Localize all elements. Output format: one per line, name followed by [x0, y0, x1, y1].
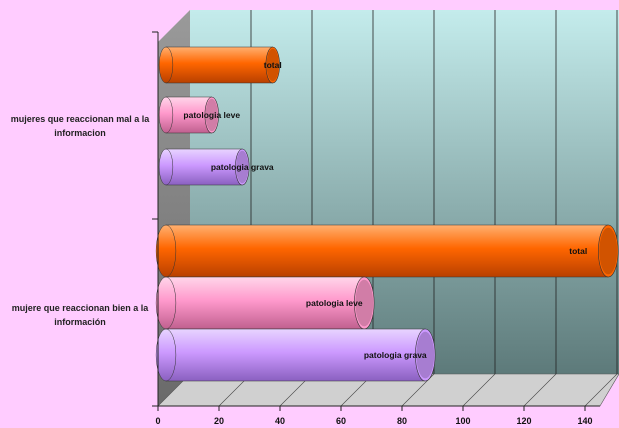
- bar-left-cap: [158, 96, 174, 134]
- bar-end-cap: [265, 46, 280, 84]
- category-label-mal: mujeres que reaccionan mal a la informac…: [10, 114, 150, 138]
- bar-data-label: patologia leve: [306, 298, 363, 308]
- bar-body: [165, 148, 243, 186]
- floor-grid-line: [462, 373, 496, 407]
- bar-data-label: total: [569, 246, 587, 256]
- bar-left-cap: [158, 46, 174, 84]
- bar-data-label: patologia grava: [364, 350, 427, 360]
- bar-left-cap: [155, 224, 177, 278]
- bar-end-cap: [235, 148, 250, 186]
- bar-data-label: patologia grava: [211, 162, 274, 172]
- x-tick-label: 20: [214, 416, 224, 426]
- bar-end-cap-shade: [416, 331, 435, 379]
- bar-end-cap-shade: [599, 227, 618, 275]
- bar-left-cap: [155, 328, 177, 382]
- bar-end-cap: [204, 96, 219, 134]
- bar-end-cap-shade: [236, 150, 249, 184]
- floor-grid-line: [584, 373, 618, 407]
- bars: total patologia leve patologia grava total p…: [155, 46, 619, 382]
- x-tick-label: 120: [516, 416, 531, 426]
- bar-data-label: total: [264, 60, 282, 70]
- bar-left-cap: [158, 148, 174, 186]
- bar-end-cap: [598, 224, 619, 278]
- category-label-bien: mujere que reaccionan bien a la informac…: [11, 303, 149, 327]
- bar-left-cap: [155, 276, 177, 330]
- x-axis: 0 20 40 60 80 100 120 140: [152, 31, 600, 426]
- bar-body: [165, 328, 426, 382]
- bar-end-cap-shade: [355, 279, 374, 327]
- bar-end-cap-shade: [266, 48, 279, 82]
- bar-body: [165, 224, 609, 278]
- bar-end-cap-shade: [205, 98, 218, 132]
- bar-body: [165, 46, 273, 84]
- x-tick-label: 60: [336, 416, 346, 426]
- x-tick-label: 140: [577, 416, 592, 426]
- bar-data-label: patologia leve: [183, 110, 240, 120]
- bar-end-cap: [415, 328, 436, 382]
- x-tick-label: 100: [455, 416, 470, 426]
- x-tick-label: 80: [397, 416, 407, 426]
- floor-grid-line: [523, 373, 557, 407]
- x-tick-label: 40: [275, 416, 285, 426]
- x-tick-label: 0: [155, 416, 160, 426]
